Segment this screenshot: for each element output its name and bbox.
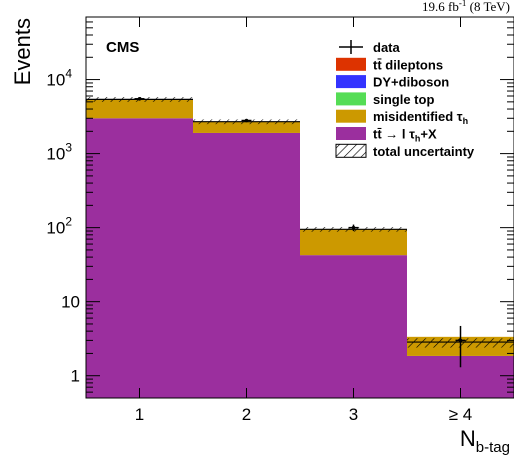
data-point-bin3: [458, 338, 463, 343]
x-tick-label-0: 1: [135, 405, 144, 424]
luminosity-label: 19.6 fb-1 (8 TeV): [422, 0, 510, 14]
data-points: [134, 96, 466, 368]
x-axis-title: Nb-tag: [460, 426, 510, 456]
y-tick-label-0: 1: [71, 367, 80, 386]
y-tick-label-2: 102: [46, 215, 72, 238]
legend-swatch-dilep: [336, 57, 366, 71]
legend-entry-stop: single top: [336, 92, 434, 107]
y-tick-label-4: 104: [46, 67, 72, 90]
legend-swatch-ttlep: [336, 127, 366, 140]
y-tick-label-3: 103: [46, 141, 72, 164]
axes: 1 10 102 103 104 1 2 3 ≥ 4: [46, 16, 514, 424]
legend-entry-ttlep: tt̄ → l τh+X: [336, 127, 437, 144]
plot-frame: [85, 16, 514, 399]
bar-series1-bin2: [300, 229, 407, 256]
data-point-bin2: [351, 225, 356, 230]
legend-label-unc: total uncertainty: [373, 144, 475, 159]
stack-bars: [86, 99, 514, 398]
legend-label-dy: DY+diboson: [373, 75, 449, 90]
data-point-bin0: [137, 96, 142, 101]
bar-series0-bin1: [193, 132, 300, 398]
legend-label-ttlep: tt̄ → l τh+X: [373, 127, 437, 144]
y-tick-label-1: 10: [61, 293, 80, 312]
legend-entry-dy: DY+diboson: [336, 75, 449, 90]
legend-swatch-dy: [336, 75, 366, 89]
data-point-bin1: [244, 118, 249, 123]
legend-label-dilep: tt̄ dileptons: [373, 57, 443, 72]
legend-entry-unc: total uncertainty: [335, 143, 475, 159]
legend: data tt̄ dileptons DY+diboson single top mis…: [335, 40, 475, 159]
y-axis-title: Events: [10, 18, 35, 85]
bar-series0-bin2: [300, 255, 407, 398]
x-tick-label-2: 3: [349, 405, 358, 424]
legend-entry-data: data: [339, 40, 401, 55]
legend-label-misid: misidentified τh: [373, 109, 468, 126]
bar-series0-bin0: [86, 118, 193, 398]
legend-entry-misid: misidentified τh: [336, 109, 468, 126]
legend-swatch-misid: [336, 109, 366, 123]
bar-series1-bin0: [86, 99, 193, 119]
legend-label-data: data: [373, 40, 401, 55]
legend-swatch-unc: [335, 143, 367, 158]
legend-label-stop: single top: [373, 92, 434, 107]
legend-swatch-stop: [336, 92, 366, 106]
x-tick-label-3: ≥ 4: [449, 405, 473, 424]
bar-series1-bin1: [193, 121, 300, 133]
legend-entry-dilep: tt̄ dileptons: [336, 57, 443, 72]
x-tick-label-1: 2: [242, 405, 251, 424]
cms-label: CMS: [106, 39, 139, 56]
